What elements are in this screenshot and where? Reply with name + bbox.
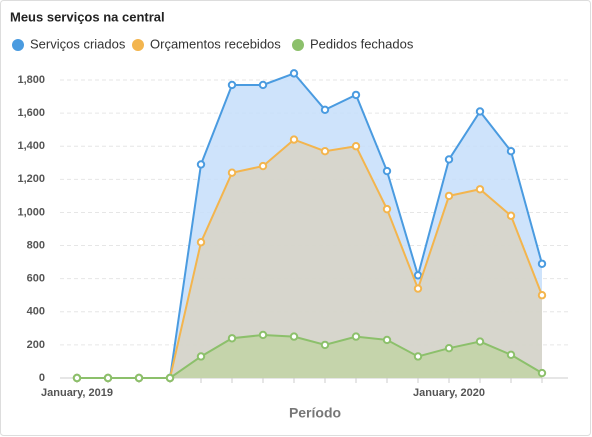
point bbox=[475, 337, 485, 346]
x-axis-label: Período bbox=[289, 405, 341, 421]
point bbox=[258, 161, 268, 171]
point bbox=[196, 352, 206, 361]
y-tick-label: 800 bbox=[27, 239, 45, 251]
point bbox=[413, 352, 423, 361]
legend-marker bbox=[292, 39, 304, 51]
point bbox=[475, 107, 485, 116]
point bbox=[196, 160, 206, 169]
point bbox=[258, 80, 268, 90]
point bbox=[320, 340, 330, 350]
point bbox=[351, 142, 361, 151]
point bbox=[289, 69, 299, 78]
y-tick-label: 1,400 bbox=[17, 140, 45, 152]
legend-label: Orçamentos recebidos bbox=[150, 36, 281, 51]
point bbox=[227, 334, 237, 343]
y-tick-label: 1,600 bbox=[17, 107, 45, 119]
point bbox=[320, 146, 330, 156]
point bbox=[506, 146, 516, 156]
point bbox=[382, 166, 392, 176]
point bbox=[537, 368, 547, 378]
point bbox=[413, 271, 423, 280]
point bbox=[227, 168, 237, 177]
point bbox=[196, 238, 206, 247]
area-fill bbox=[77, 139, 542, 378]
point bbox=[320, 105, 330, 115]
point bbox=[475, 185, 485, 194]
point bbox=[444, 344, 454, 353]
point bbox=[382, 204, 392, 214]
point bbox=[506, 350, 516, 360]
point bbox=[506, 211, 516, 220]
y-tick-label: 1,800 bbox=[17, 74, 45, 86]
point bbox=[537, 291, 547, 300]
y-tick-label: 1,000 bbox=[17, 206, 45, 218]
legend-label: Serviços criados bbox=[30, 36, 126, 51]
point bbox=[382, 335, 392, 345]
area-fill bbox=[77, 334, 542, 378]
point bbox=[227, 80, 237, 90]
point bbox=[258, 330, 268, 340]
point bbox=[444, 155, 454, 164]
y-tick-label: 600 bbox=[27, 273, 45, 285]
y-tick-label: 200 bbox=[27, 339, 45, 351]
y-tick-label: 400 bbox=[27, 306, 45, 318]
y-tick-label: 0 bbox=[39, 372, 45, 384]
x-tick-label: January, 2020 bbox=[413, 387, 485, 399]
point bbox=[134, 373, 144, 383]
point bbox=[351, 90, 361, 100]
point bbox=[289, 332, 299, 341]
point bbox=[289, 135, 299, 144]
point bbox=[351, 332, 361, 341]
chart-title: Meus serviços na central bbox=[10, 9, 165, 24]
y-tick-label: 1,200 bbox=[17, 173, 45, 185]
point bbox=[444, 191, 454, 201]
point bbox=[72, 373, 82, 383]
point bbox=[165, 373, 175, 383]
line bbox=[77, 333, 543, 379]
legend-label: Pedidos fechados bbox=[310, 36, 414, 51]
legend-marker bbox=[12, 39, 24, 51]
point bbox=[413, 284, 423, 293]
legend-marker bbox=[132, 39, 144, 51]
point bbox=[103, 373, 113, 383]
x-tick-label: January, 2019 bbox=[41, 387, 113, 399]
point bbox=[537, 259, 547, 268]
